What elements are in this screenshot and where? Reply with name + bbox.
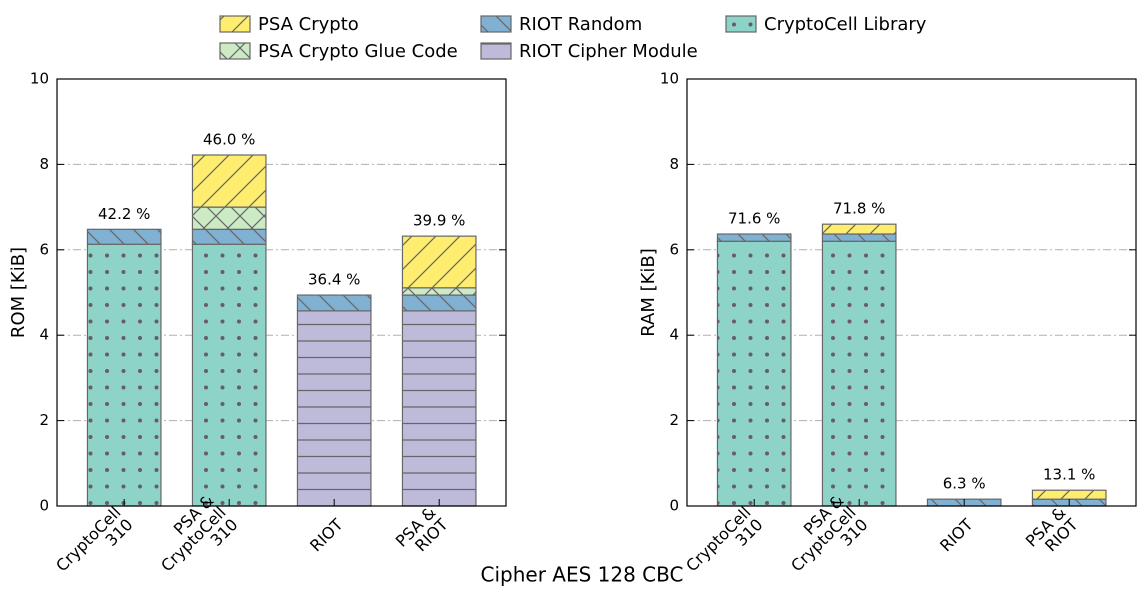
bar-segment (401, 310, 477, 507)
legend-label: PSA Crypto Glue Code (258, 41, 458, 62)
bar-label: 42.2 % (98, 205, 150, 223)
plot-frame (686, 78, 1137, 507)
x-tick-label: RIOT (306, 514, 347, 555)
y-tick-label: 0 (669, 497, 679, 515)
legend-swatch (480, 42, 512, 60)
x-tick-label-line: RIOT (306, 514, 347, 555)
y-tick-label: 6 (669, 240, 679, 258)
bar-segment (716, 240, 792, 507)
bar-label: 13.1 % (1043, 466, 1095, 484)
y-axis-label: ROM [KiB] (8, 247, 29, 338)
bar-segment (86, 243, 162, 507)
y-tick-label: 4 (669, 326, 679, 344)
x-tick-label: RIOT (936, 514, 977, 555)
y-tick-label: 10 (30, 70, 49, 88)
bar-segment (716, 233, 792, 242)
bar-segment (401, 287, 477, 296)
legend-swatch (219, 15, 251, 33)
legend-label: RIOT Random (519, 14, 642, 35)
bar-segment (401, 294, 477, 312)
legend-label: PSA Crypto (258, 14, 359, 35)
x-tick-label: CryptoCell310 (52, 503, 136, 587)
x-axis-label: Cipher AES 128 CBC (481, 563, 684, 587)
y-tick-label: 8 (39, 155, 49, 173)
bar-segment (191, 228, 267, 245)
y-tick-label: 2 (669, 411, 679, 429)
bar-label: 36.4 % (308, 271, 360, 289)
bar-label: 6.3 % (943, 475, 986, 493)
legend-swatch (219, 42, 251, 60)
bar-label: 39.9 % (413, 212, 465, 230)
plot-frame (56, 78, 507, 507)
y-tick-label: 2 (39, 411, 49, 429)
legend-swatch (725, 15, 757, 33)
bar-segment (821, 233, 897, 242)
bar-segment (296, 294, 372, 312)
x-tick-label: PSA &RIOT (391, 502, 451, 562)
bar-label: 71.6 % (728, 210, 780, 228)
bar-segment (821, 240, 897, 507)
y-axis-label: RAM [KiB] (638, 248, 659, 337)
x-tick-label: PSA &RIOT (1021, 502, 1081, 562)
y-tick-label: 0 (39, 497, 49, 515)
bar-segment (86, 228, 162, 245)
y-tick-label: 4 (39, 326, 49, 344)
x-tick-label: CryptoCell310 (682, 503, 766, 587)
legend-label: RIOT Cipher Module (519, 41, 698, 62)
bar-segment (191, 206, 267, 230)
bar-segment (191, 154, 267, 208)
bar-segment (191, 243, 267, 507)
y-tick-label: 10 (660, 70, 679, 88)
bar-label: 71.8 % (833, 200, 885, 218)
x-tick-label-line: RIOT (936, 514, 977, 555)
bar-segment (401, 235, 477, 289)
bar-segment (1031, 489, 1107, 500)
bar-label: 46.0 % (203, 131, 255, 149)
y-tick-label: 6 (39, 240, 49, 258)
legend-swatch (480, 15, 512, 33)
bar-segment (821, 223, 897, 235)
bar-segment (296, 310, 372, 507)
legend-label: CryptoCell Library (764, 14, 927, 35)
y-tick-label: 8 (669, 155, 679, 173)
